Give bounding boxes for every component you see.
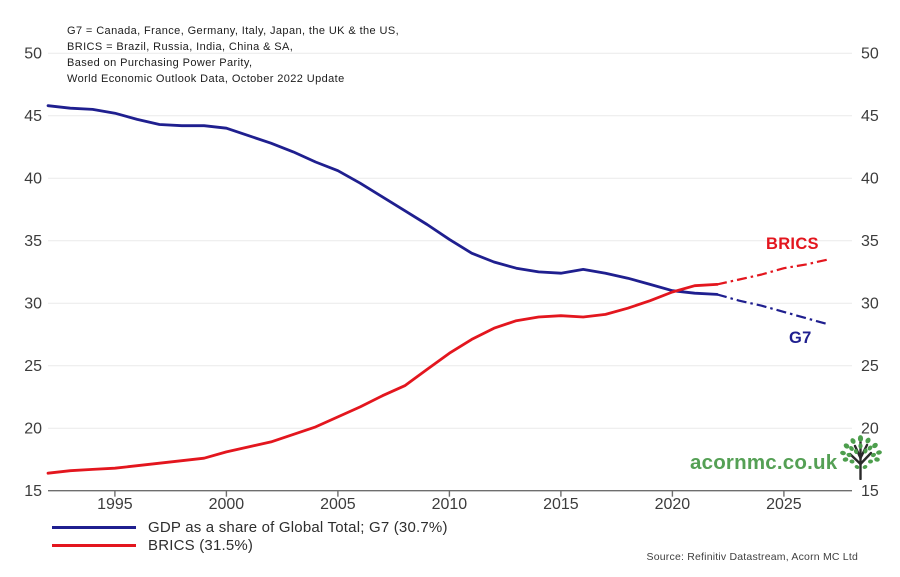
series-forecast-line-brics xyxy=(716,258,829,286)
legend-label-brics: BRICS (31.5%) xyxy=(148,536,254,554)
y-tick-label-right-30: 30 xyxy=(861,296,879,313)
legend-line-sample-brics xyxy=(52,543,136,547)
y-tick-label-left-45: 45 xyxy=(24,108,42,125)
chart-legend: GDP as a share of Global Total; G7 (30.7… xyxy=(52,519,448,554)
brand-logo: acornmc.co.uk xyxy=(690,434,883,480)
legend-line-sample-g7 xyxy=(52,526,136,530)
y-tick-label-left-50: 50 xyxy=(24,46,42,63)
series-line-g7 xyxy=(46,104,719,296)
annotation-line-1: G7 = Canada, France, Germany, Italy, Jap… xyxy=(67,25,400,37)
y-tick-label-right-50: 50 xyxy=(861,46,879,63)
x-tick-label-2000: 2000 xyxy=(209,496,245,513)
x-tick-label-2020: 2020 xyxy=(655,496,691,513)
x-tick-label-2015: 2015 xyxy=(543,496,579,513)
annotation-line-4: World Economic Outlook Data, October 202… xyxy=(67,73,345,85)
x-tick-label-2005: 2005 xyxy=(320,496,356,513)
x-tick-label-1995: 1995 xyxy=(97,496,133,513)
y-tick-label-right-45: 45 xyxy=(861,108,879,125)
legend-item-g7: GDP as a share of Global Total; G7 (30.7… xyxy=(52,519,448,537)
series-line-brics xyxy=(46,282,719,475)
series-label-brics: BRICS xyxy=(766,235,819,253)
y-tick-label-left-35: 35 xyxy=(24,233,42,250)
series-label-g7: G7 xyxy=(789,329,812,347)
legend-label-g7: GDP as a share of Global Total; G7 (30.7… xyxy=(148,519,448,537)
y-tick-label-right-15: 15 xyxy=(861,483,879,500)
x-tick-label-2010: 2010 xyxy=(432,496,468,513)
y-tick-label-left-25: 25 xyxy=(24,358,42,375)
y-tick-label-right-40: 40 xyxy=(861,171,879,188)
y-tick-label-right-20: 20 xyxy=(861,421,879,438)
y-tick-label-left-15: 15 xyxy=(24,483,42,500)
tree-icon xyxy=(840,435,883,480)
y-tick-label-left-20: 20 xyxy=(24,421,42,438)
source-credit: Source: Refinitiv Datastream, Acorn MC L… xyxy=(646,551,858,563)
y-tick-label-left-30: 30 xyxy=(24,296,42,313)
chart-annotation: G7 = Canada, France, Germany, Italy, Jap… xyxy=(67,23,399,87)
y-tick-label-right-35: 35 xyxy=(861,233,879,250)
series-forecast-line-g7 xyxy=(716,293,829,326)
annotation-line-2: BRICS = Brazil, Russia, India, China & S… xyxy=(67,41,294,53)
x-tick-label-2025: 2025 xyxy=(766,496,802,513)
brand-logo-text: acornmc.co.uk xyxy=(690,451,838,474)
annotation-line-3: Based on Purchasing Power Parity, xyxy=(67,57,253,69)
y-tick-label-right-25: 25 xyxy=(861,358,879,375)
legend-item-brics: BRICS (31.5%) xyxy=(52,537,448,555)
y-tick-label-left-40: 40 xyxy=(24,171,42,188)
